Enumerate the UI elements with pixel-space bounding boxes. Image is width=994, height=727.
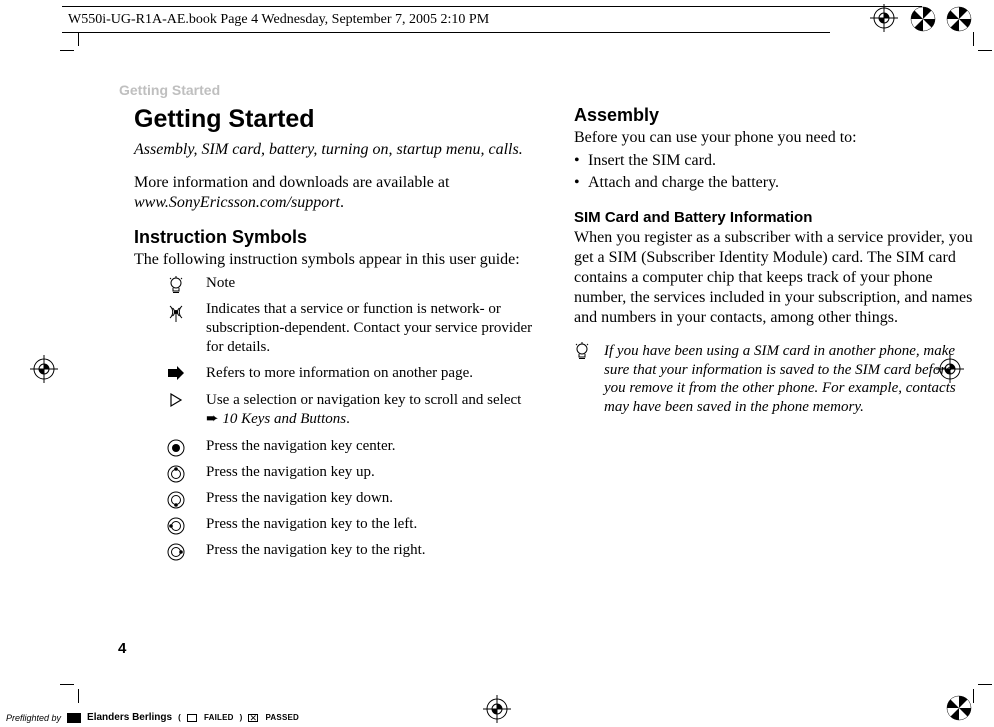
symbol-row-note: Note (164, 274, 534, 294)
instruction-symbols-lead: The following instruction symbols appear… (134, 250, 534, 270)
more-info-link: www.SonyEricsson.com/support (134, 194, 340, 211)
symbol-row-nav-left: Press the navigation key to the left. (164, 515, 534, 535)
sim-heading: SIM Card and Battery Information (574, 209, 974, 226)
nav-center-icon (164, 437, 188, 457)
assembly-bullet-2: Attach and charge the battery. (574, 172, 974, 194)
page-number: 4 (118, 640, 126, 657)
symbol-nav-center-text: Press the navigation key center. (206, 437, 534, 456)
symbol-nav-up-text: Press the navigation key up. (206, 463, 534, 482)
use-selection-post: . (346, 411, 350, 427)
footer-brand: Elanders Berlings (87, 712, 172, 723)
nav-left-icon (164, 515, 188, 535)
inline-arrow-icon: ➨ (206, 411, 219, 427)
registration-mark-bottom (483, 695, 511, 723)
header-rule-top (62, 6, 922, 7)
nav-right-icon (164, 541, 188, 561)
assembly-lead: Before you can use your phone you need t… (574, 128, 974, 148)
footer-failed: FAILED (204, 713, 234, 722)
more-info-pre: More information and downloads are avail… (134, 174, 449, 191)
symbol-row-network: Indicates that a service or function is … (164, 300, 534, 356)
footer-logo-icon (67, 713, 81, 723)
symbol-network-text: Indicates that a service or function is … (206, 300, 534, 356)
arrow-right-icon (164, 364, 188, 380)
page-title: Getting Started (134, 105, 534, 134)
header-text: W550i-UG-R1A-AE.book Page 4 Wednesday, S… (68, 12, 489, 28)
footer-paren-close: ) (240, 713, 243, 722)
triangle-right-icon (164, 391, 188, 407)
right-column: Assembly Before you can use your phone y… (574, 105, 974, 567)
symbol-note-text: Note (206, 274, 534, 293)
symbol-row-nav-up: Press the navigation key up. (164, 463, 534, 483)
print-header: W550i-UG-R1A-AE.book Page 4 Wednesday, S… (62, 6, 922, 32)
more-info-text: More information and downloads are avail… (134, 173, 534, 213)
registration-mark-left (30, 355, 58, 383)
symbol-nav-down-text: Press the navigation key down. (206, 489, 534, 508)
footer-paren-open: ( (178, 713, 181, 722)
preflight-footer: Preflighted by Elanders Berlings ( FAILE… (6, 712, 299, 723)
page-content: Getting Started Assembly, SIM card, batt… (134, 105, 974, 567)
assembly-bullets: Insert the SIM card. Attach and charge t… (574, 150, 974, 195)
symbol-row-nav-down: Press the navigation key down. (164, 489, 534, 509)
symbol-row-nav-right: Press the navigation key to the right. (164, 541, 534, 561)
footer-passed: PASSED (265, 713, 299, 722)
left-column: Getting Started Assembly, SIM card, batt… (134, 105, 534, 567)
registration-mark-header (870, 4, 898, 32)
instruction-symbols-heading: Instruction Symbols (134, 227, 534, 248)
passed-checkbox-icon (248, 714, 258, 722)
pinwheel-mark-bottom-right (946, 695, 972, 721)
tip-row: If you have been using a SIM card in ano… (574, 342, 974, 417)
nav-down-icon (164, 489, 188, 509)
symbol-selection-text: Use a selection or navigation key to scr… (206, 391, 534, 429)
symbol-refers-text: Refers to more information on another pa… (206, 364, 534, 383)
symbol-row-selection: Use a selection or navigation key to scr… (164, 391, 534, 429)
symbol-row-refers: Refers to more information on another pa… (164, 364, 534, 383)
bulb-icon (164, 274, 188, 294)
use-selection-ref: 10 Keys and Buttons (219, 411, 347, 427)
footer-preflighted: Preflighted by (6, 713, 61, 723)
assembly-bullet-1: Insert the SIM card. (574, 150, 974, 172)
pinwheel-mark-top-right-2 (946, 6, 972, 32)
header-rule-bottom (62, 32, 830, 33)
symbol-row-nav-center: Press the navigation key center. (164, 437, 534, 457)
use-selection-pre: Use a selection or navigation key to scr… (206, 392, 521, 408)
page-subtitle: Assembly, SIM card, battery, turning on,… (134, 140, 534, 159)
symbol-nav-right-text: Press the navigation key to the right. (206, 541, 534, 560)
pinwheel-mark-top-right-1 (910, 6, 936, 32)
failed-checkbox-icon (187, 714, 197, 722)
nav-up-icon (164, 463, 188, 483)
sim-body: When you register as a subscriber with a… (574, 228, 974, 328)
bulb-icon (574, 342, 594, 365)
running-head: Getting Started (119, 82, 220, 98)
assembly-heading: Assembly (574, 105, 974, 126)
symbol-nav-left-text: Press the navigation key to the left. (206, 515, 534, 534)
tip-text: If you have been using a SIM card in ano… (604, 342, 974, 417)
more-info-post: . (340, 194, 344, 211)
symbol-list: Note Indicates that a service or functio… (134, 274, 534, 561)
antenna-icon (164, 300, 188, 322)
